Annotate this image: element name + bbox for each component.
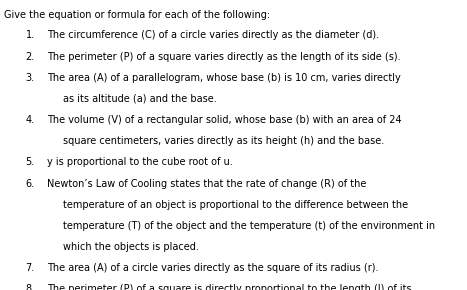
Text: The perimeter (P) of a square varies directly as the length of its side (s).: The perimeter (P) of a square varies dir… — [47, 52, 400, 61]
Text: The volume (V) of a rectangular solid, whose base (b) with an area of 24: The volume (V) of a rectangular solid, w… — [47, 115, 401, 125]
Text: The area (A) of a circle varies directly as the square of its radius (r).: The area (A) of a circle varies directly… — [47, 263, 378, 273]
Text: The circumference (C) of a circle varies directly as the diameter (d).: The circumference (C) of a circle varies… — [47, 30, 379, 40]
Text: which the objects is placed.: which the objects is placed. — [63, 242, 199, 252]
Text: Give the equation or formula for each of the following:: Give the equation or formula for each of… — [4, 10, 270, 20]
Text: Newton’s Law of Cooling states that the rate of change (R) of the: Newton’s Law of Cooling states that the … — [47, 179, 366, 188]
Text: y is proportional to the cube root of u.: y is proportional to the cube root of u. — [47, 157, 233, 167]
Text: as its altitude (a) and the base.: as its altitude (a) and the base. — [63, 94, 217, 104]
Text: 3.: 3. — [26, 73, 35, 83]
Text: 5.: 5. — [26, 157, 35, 167]
Text: 1.: 1. — [26, 30, 35, 40]
Text: square centimeters, varies directly as its height (h) and the base.: square centimeters, varies directly as i… — [63, 136, 384, 146]
Text: 2.: 2. — [26, 52, 35, 61]
Text: 6.: 6. — [26, 179, 35, 188]
Text: The area (A) of a parallelogram, whose base (b) is 10 cm, varies directly: The area (A) of a parallelogram, whose b… — [47, 73, 400, 83]
Text: temperature (T) of the object and the temperature (t) of the environment in: temperature (T) of the object and the te… — [63, 221, 435, 231]
Text: The perimeter (P) of a square is directly proportional to the length (l) of its: The perimeter (P) of a square is directl… — [47, 284, 411, 290]
Text: temperature of an object is proportional to the difference between the: temperature of an object is proportional… — [63, 200, 408, 210]
Text: 8.: 8. — [26, 284, 35, 290]
Text: 7.: 7. — [26, 263, 35, 273]
Text: 4.: 4. — [26, 115, 35, 125]
